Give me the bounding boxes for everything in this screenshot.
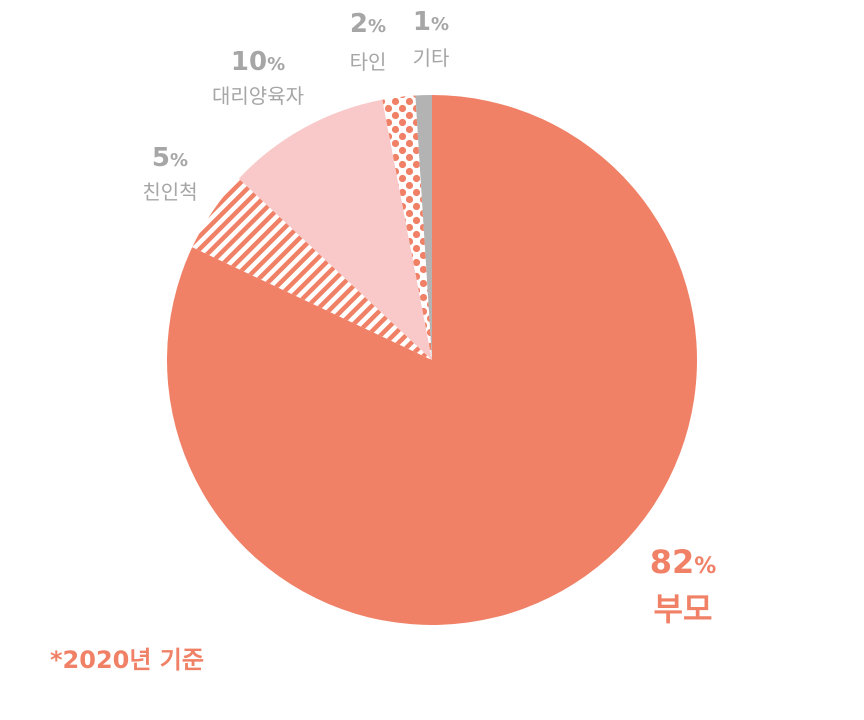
pie-slice: [192, 178, 432, 360]
slice-label: 2% 타인: [350, 9, 387, 74]
pie-slice: [238, 99, 432, 360]
slice-name-label: 대리양육자: [212, 84, 304, 108]
footnote: *2020년 기준: [50, 646, 204, 674]
slice-label: 82% 부모: [650, 543, 717, 628]
slice-value-label: 2%: [350, 9, 386, 39]
pie-slice: [382, 95, 432, 361]
pie-slices: [166, 94, 697, 626]
slice-value-label: 82%: [650, 543, 717, 581]
pie-slice: [415, 94, 432, 360]
slice-label: 5% 친인척: [142, 143, 197, 204]
slice-name-label: 타인: [350, 50, 387, 74]
slice-name-label: 부모: [654, 590, 713, 628]
slice-name-label: 친인척: [142, 180, 197, 204]
slice-name-label: 기타: [413, 46, 450, 70]
slice-label: 10% 대리양육자: [212, 47, 304, 108]
slice-value-label: 5%: [152, 143, 188, 173]
slice-value-label: 10%: [231, 47, 285, 77]
pie-slice: [166, 95, 697, 626]
slice-value-label: 1%: [413, 7, 449, 37]
pie-labels: 82% 부모 5% 친인척 10% 대리양육자 2% 타인 1% 기타: [142, 7, 716, 628]
slice-label: 1% 기타: [413, 7, 450, 70]
